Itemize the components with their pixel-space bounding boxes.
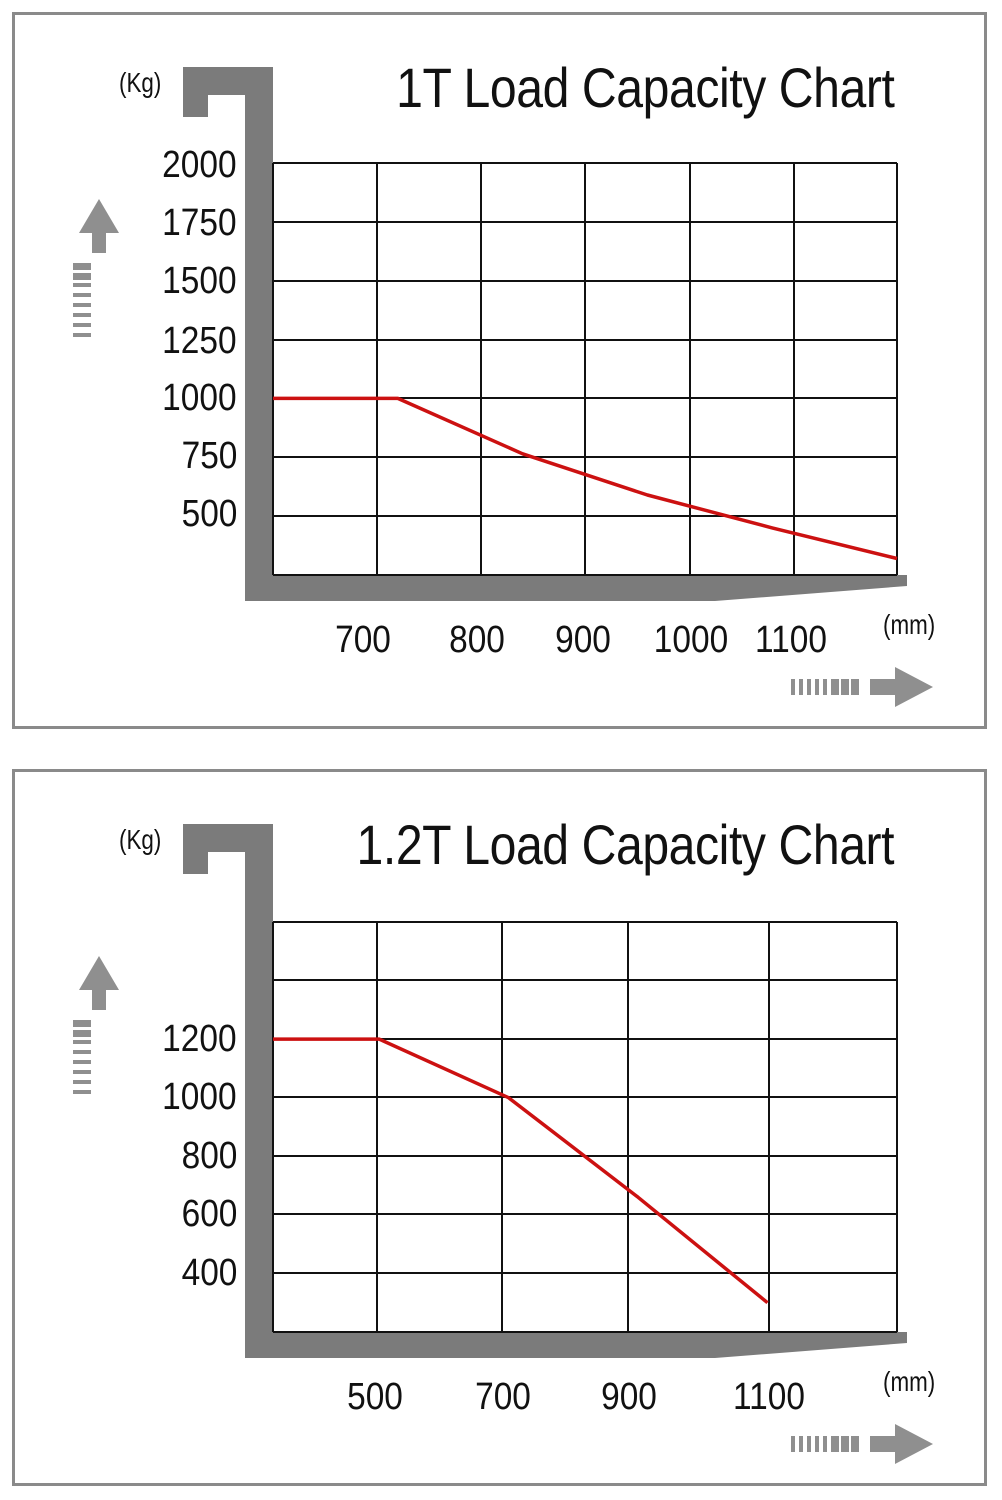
y-tick-label: 600 (181, 1193, 237, 1235)
y-tick-label: 1000 (162, 377, 237, 419)
arrow-right-dash (799, 679, 803, 695)
arrow-up-dash (73, 1040, 91, 1044)
y-tick-label: 1000 (162, 1076, 237, 1118)
arrow-right-dash (841, 1436, 849, 1452)
chart-1-x-unit: (mm) (883, 609, 936, 640)
x-tick-label: 500 (347, 1376, 403, 1418)
arrow-up-head (79, 199, 119, 253)
chart-2-plot (73, 824, 933, 1464)
arrow-right-dash (791, 1436, 795, 1452)
arrow-up-dash (73, 1090, 91, 1094)
arrow-up-dash (73, 1080, 91, 1084)
arrow-right-dash (815, 679, 819, 695)
arrow-right-dash (841, 679, 849, 695)
y-tick-label: 1500 (162, 260, 237, 302)
y-tick-label: 1200 (162, 1018, 237, 1060)
arrow-right-dash (851, 1436, 859, 1452)
arrow-up-dash (73, 283, 91, 287)
arrow-up-dash (73, 1070, 91, 1074)
arrow-right-head (870, 1424, 933, 1464)
x-tick-label: 900 (555, 619, 611, 661)
axis-bar (183, 67, 907, 601)
arrow-up-dash (73, 273, 91, 280)
x-tick-label: 800 (449, 619, 505, 661)
y-tick-label: 1250 (162, 320, 237, 362)
arrow-up-dash (73, 333, 91, 337)
y-tick-label: 750 (181, 435, 237, 477)
arrow-up-dash (73, 323, 91, 327)
y-tick-label: 500 (181, 493, 237, 535)
axis-bar (183, 824, 907, 1358)
arrow-up-dash (73, 293, 91, 297)
arrow-right-icon (791, 1424, 933, 1464)
arrow-up-dash (73, 313, 91, 317)
chart-1-y-unit: (Kg) (119, 67, 162, 98)
chart-1-title: 1T Load Capacity Chart (395, 56, 895, 119)
y-tick-label: 1750 (162, 202, 237, 244)
chart-2-y-unit: (Kg) (119, 824, 162, 855)
chart-1-plot (73, 67, 933, 707)
y-tick-label: 2000 (162, 144, 237, 186)
arrow-right-dash (823, 1436, 827, 1452)
load-curve (273, 396, 898, 561)
arrow-right-dash (807, 1436, 811, 1452)
arrow-right-dash (815, 1436, 819, 1452)
load-chart-panel-1t: 1T Load Capacity Chart (Kg) (mm) 2000 175… (12, 12, 987, 729)
x-tick-label: 1000 (653, 619, 729, 661)
x-tick-label: 700 (475, 1376, 531, 1418)
arrow-up-dash (73, 1060, 91, 1064)
arrow-up-icon (73, 956, 119, 1094)
y-tick-label: 800 (181, 1135, 237, 1177)
arrow-right-dash (831, 679, 839, 695)
arrow-up-dash (73, 1030, 91, 1037)
y-tick-label: 400 (181, 1252, 237, 1294)
arrow-right-head (870, 667, 933, 707)
arrow-up-dash (73, 303, 91, 307)
arrow-right-dash (851, 679, 859, 695)
arrow-right-icon (791, 667, 933, 707)
x-tick-label: 900 (601, 1376, 657, 1418)
load-curve (273, 1037, 769, 1305)
arrow-right-dash (799, 1436, 803, 1452)
x-tick-label: 700 (335, 619, 391, 661)
x-tick-label: 1100 (755, 619, 827, 661)
arrow-up-head (79, 956, 119, 1010)
arrow-right-dash (807, 679, 811, 695)
arrow-right-dash (791, 679, 795, 695)
chart-2-x-unit: (mm) (883, 1366, 936, 1397)
arrow-up-dash (73, 1020, 91, 1027)
arrow-up-dash (73, 263, 91, 270)
arrow-up-icon (73, 199, 119, 337)
arrow-right-dash (831, 1436, 839, 1452)
chart-2-title: 1.2T Load Capacity Chart (356, 813, 894, 876)
arrow-right-dash (823, 679, 827, 695)
x-tick-label: 1100 (733, 1376, 805, 1418)
arrow-up-dash (73, 1050, 91, 1054)
load-chart-panel-1-2t: 1.2T Load Capacity Chart (Kg) (mm) 1200 1… (12, 769, 987, 1486)
